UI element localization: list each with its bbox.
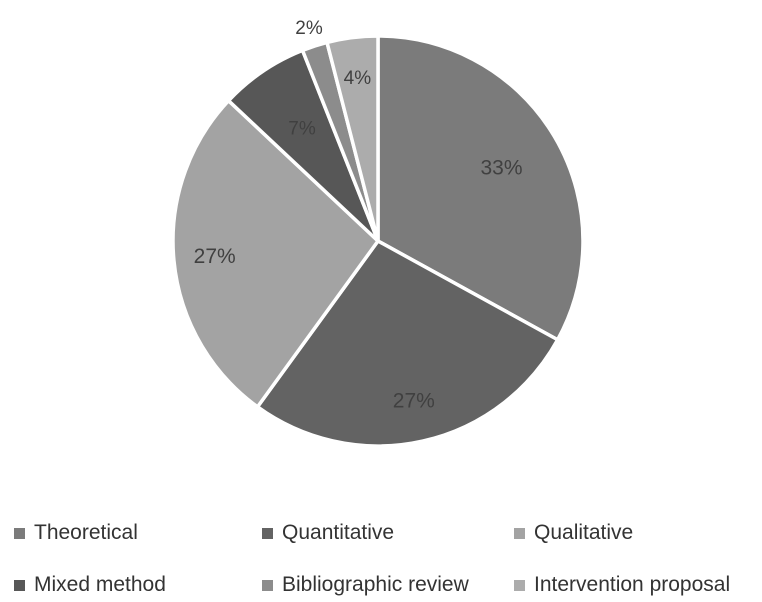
legend-swatch xyxy=(514,579,525,591)
pie-slice-quantitative xyxy=(255,239,560,448)
legend-label: Mixed method xyxy=(34,573,166,596)
legend: Theoretical Quantitative Qualitative Mixed … xyxy=(0,518,762,602)
data-label-mixed-method: 7% xyxy=(288,119,316,140)
legend-item-intervention-proposal: Intervention proposal xyxy=(514,570,730,600)
legend-swatch xyxy=(262,579,273,591)
legend-swatch xyxy=(262,527,273,539)
slices-layer xyxy=(171,34,585,448)
pie-slice-qualitative xyxy=(171,98,380,409)
legend-item-bibliographic-review: Bibliographic review xyxy=(262,570,469,600)
legend-label: Qualitative xyxy=(534,521,634,544)
legend-item-mixed-method: Mixed method xyxy=(14,570,166,600)
pie-chart: 33% 27% 27% 7% 2% 4% xyxy=(171,18,585,448)
legend-swatch xyxy=(14,579,25,591)
data-label-qualitative: 27% xyxy=(194,245,236,268)
data-label-bibliographic-review: 2% xyxy=(295,18,323,39)
legend-item-qualitative: Qualitative xyxy=(514,518,633,548)
legend-item-theoretical: Theoretical xyxy=(14,518,138,548)
data-label-quantitative: 27% xyxy=(393,390,435,413)
legend-label: Bibliographic review xyxy=(282,573,469,596)
legend-swatch xyxy=(14,527,25,539)
pie-svg: 33% 27% 27% 7% 2% 4% xyxy=(171,18,585,448)
pie-slice-intervention-proposal xyxy=(325,34,380,243)
legend-label: Intervention proposal xyxy=(534,573,731,596)
legend-label: Theoretical xyxy=(34,521,138,544)
pie-slice-theoretical xyxy=(376,34,585,342)
data-label-theoretical: 33% xyxy=(480,157,522,180)
labels-layer: 33% 27% 27% 7% 2% 4% xyxy=(194,18,523,413)
legend-label: Quantitative xyxy=(282,521,395,544)
data-label-intervention-proposal: 4% xyxy=(344,68,372,89)
legend-item-quantitative: Quantitative xyxy=(262,518,394,548)
legend-swatch xyxy=(514,527,525,539)
